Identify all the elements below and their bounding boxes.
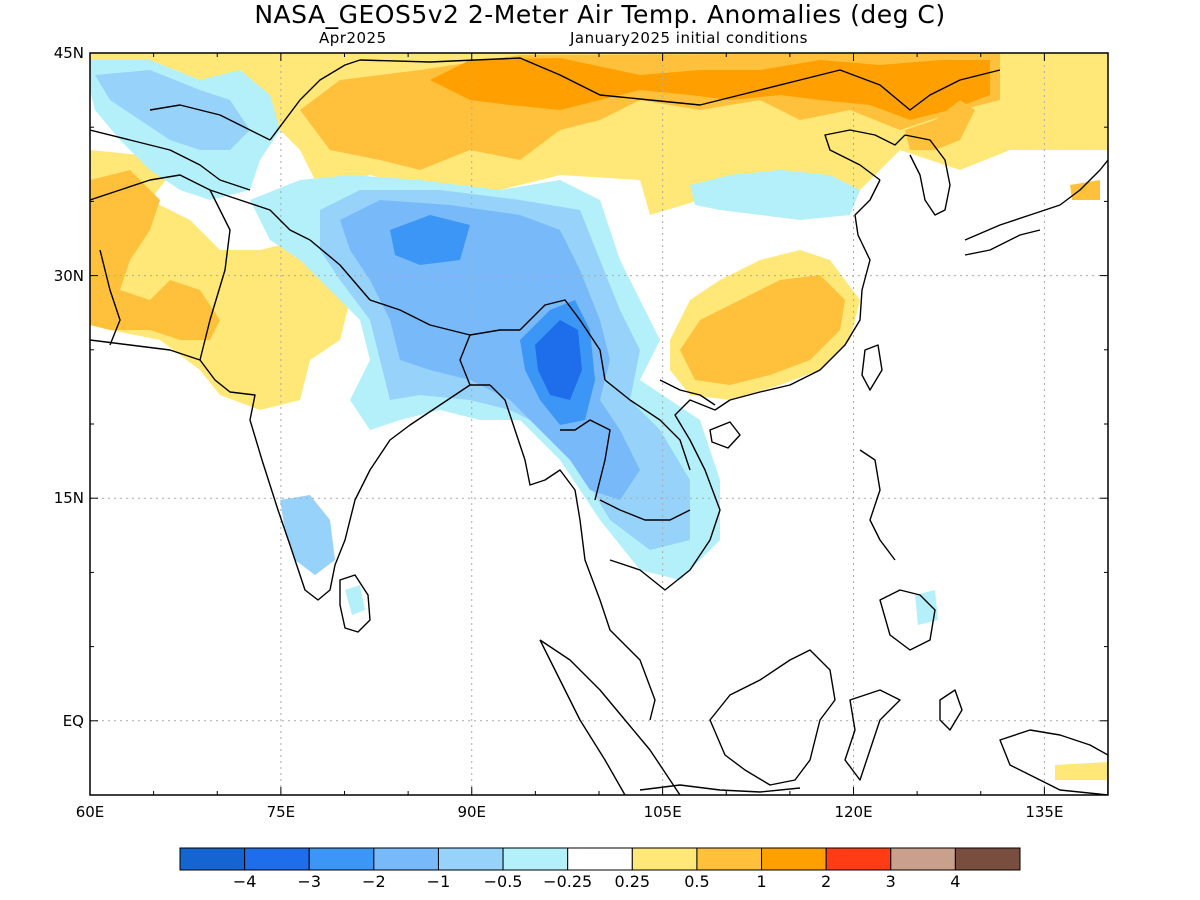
initial-conditions: January2025 initial conditions — [570, 29, 808, 47]
coast-java — [639, 784, 801, 793]
border-myanmar-thailand — [560, 419, 611, 501]
border-iran-afghan — [99, 249, 121, 346]
colorbar-tick-label: −0.25 — [543, 872, 593, 891]
border-kazakh-china — [269, 59, 361, 141]
colorbar-swatch — [244, 847, 310, 871]
colorbar-swatch — [437, 847, 504, 871]
colorbar-tick-label: −2 — [362, 872, 386, 891]
warm-region-japan — [1070, 180, 1100, 200]
anomaly-fields — [90, 53, 1108, 780]
cool-region-myanmar-core — [535, 320, 582, 400]
lon-label: 90E — [457, 803, 487, 821]
colorbar-tick-label: 1 — [756, 872, 767, 891]
colorbar-tick-label: 0.5 — [684, 872, 710, 891]
colorbar-tick-label: 3 — [885, 872, 896, 891]
coast-mindanao — [879, 589, 936, 651]
coast-indochina — [609, 399, 731, 591]
coast-south-china — [729, 179, 881, 401]
cool-region-philippines — [915, 590, 938, 625]
cool-region-srilanka — [345, 585, 365, 615]
coast-new-guinea — [999, 729, 1108, 795]
border-nepal — [369, 299, 471, 336]
warm-region-southchina-core — [680, 275, 845, 385]
border-india-bangladesh — [459, 334, 471, 386]
coastlines — [90, 57, 1108, 795]
colorbar-swatch — [502, 847, 569, 871]
colorbar-tick-label: −3 — [297, 872, 322, 891]
coast-moluccas — [939, 689, 963, 731]
colorbar-tick-label: −1 — [426, 872, 451, 891]
colorbar-swatch — [179, 847, 246, 871]
colorbar-tick-label: −0.5 — [483, 872, 523, 891]
colorbar-swatch — [696, 847, 763, 871]
colorbar-swatch — [890, 847, 956, 871]
lon-label: 60E — [75, 803, 105, 821]
axis-ticks — [89, 52, 1109, 796]
coast-sulawesi — [844, 689, 901, 781]
coast-bay-of-bengal-east — [489, 384, 656, 721]
lon-label: 120E — [834, 803, 873, 821]
colorbar-tick-label: 0.25 — [614, 872, 651, 891]
colorbar-swatch — [308, 847, 375, 871]
coast-sumatra — [539, 639, 681, 795]
lat-label: EQ — [62, 711, 84, 730]
colorbar-swatch — [954, 847, 1021, 871]
border-thailand-cambodia — [599, 499, 691, 521]
cool-region-tibet-patches — [390, 215, 470, 265]
border-pakistan-india — [199, 189, 231, 361]
coast-north-china — [824, 129, 906, 181]
cool-region-north-china — [690, 170, 860, 220]
colorbar-swatch — [373, 847, 439, 871]
cool-region-central-asia-core — [95, 70, 250, 150]
border-myanmar-china — [519, 299, 606, 381]
colorbar-swatch — [631, 847, 698, 871]
coast-luzon — [859, 449, 896, 561]
coast-japan-south — [964, 229, 1041, 256]
lon-label: 105E — [643, 803, 682, 821]
colorbar-tick-label: 2 — [821, 872, 832, 891]
forecast-month: Apr2025 — [319, 29, 387, 47]
colorbar-swatch — [825, 847, 892, 871]
colorbar-tick-label: −4 — [232, 872, 257, 891]
border-himalaya — [309, 239, 371, 301]
chart-title: NASA_GEOS5v2 2-Meter Air Temp. Anomalies… — [254, 0, 946, 29]
colorbar-swatch — [567, 847, 633, 871]
border-mongolia-china — [359, 57, 1001, 111]
warm-region-newguinea — [1055, 762, 1108, 780]
border-central-asia-2 — [149, 104, 271, 141]
coast-korea — [904, 134, 951, 216]
lat-label: 30N — [53, 266, 84, 285]
coast-taiwan — [861, 344, 883, 391]
lon-label: 75E — [266, 803, 296, 821]
border-vietnam-china — [659, 379, 716, 406]
border-bhutan-india — [469, 329, 520, 336]
graticule — [90, 53, 1108, 795]
colorbar-swatch — [761, 847, 827, 871]
coast-borneo — [709, 649, 836, 786]
lon-label: 135E — [1025, 803, 1064, 821]
warm-region-korea — [905, 100, 975, 150]
coast-japan — [964, 159, 1108, 241]
border-laos-vietnam — [604, 379, 691, 471]
coast-sumatra-west — [539, 639, 626, 795]
warm-region-west-core — [90, 170, 220, 340]
coast-india — [90, 339, 490, 601]
colorbar-tick-label: 4 — [950, 872, 961, 891]
border-central-asia-1 — [90, 129, 251, 191]
coast-srilanka — [339, 574, 371, 633]
coast-hainan — [709, 421, 741, 449]
cool-region-tibet-strong — [340, 200, 640, 500]
lat-label: 45N — [53, 44, 84, 62]
lat-label: 15N — [53, 489, 84, 508]
